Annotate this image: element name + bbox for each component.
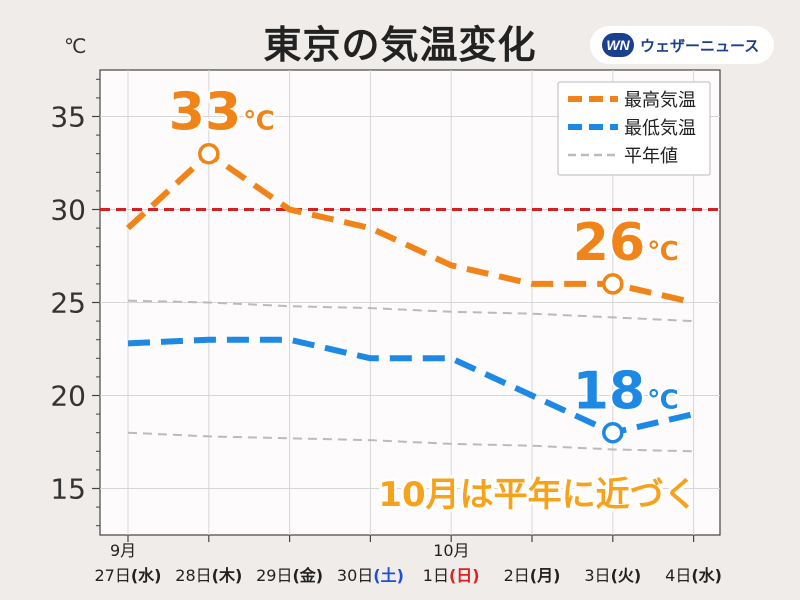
y-tick-label: 35 <box>50 101 86 134</box>
x-weekday-label: (金) <box>292 566 323 585</box>
y-tick-label: 15 <box>50 473 86 506</box>
x-day-label: 28日 <box>175 566 211 585</box>
annotation-label: 26℃ <box>573 213 679 273</box>
series-min-temp-line <box>127 336 695 436</box>
x-weekday-label: (水) <box>691 566 722 585</box>
annotation-unit: ℃ <box>647 386 678 416</box>
x-month-label: 9月 <box>110 541 136 560</box>
x-month-label: 10月 <box>433 541 469 560</box>
note-text: 10月は平年に近づく <box>378 475 697 515</box>
x-day-label: 27日 <box>94 566 130 585</box>
x-tick-label: 1日(日) <box>423 566 480 585</box>
annotation-marker <box>198 142 220 165</box>
annotation-value: 33 <box>169 83 241 143</box>
x-day-label: 1日 <box>423 566 449 585</box>
annotation-unit: ℃ <box>647 237 678 267</box>
series-normal-low-line <box>127 431 694 453</box>
x-day-label: 2日 <box>504 566 530 585</box>
x-tick-label: 30日(土) <box>337 566 404 585</box>
series-normal-high-line <box>127 299 694 323</box>
x-day-label: 30日 <box>337 566 373 585</box>
series-max-temp-line <box>125 150 695 306</box>
annotation-label: 33℃ <box>169 83 275 143</box>
annotation-label: 18℃ <box>573 362 679 422</box>
annotation-value: 26 <box>573 213 645 273</box>
unit-label: ℃ <box>64 34 87 58</box>
annotation-unit: ℃ <box>243 107 274 137</box>
x-weekday-label: (木) <box>212 566 243 585</box>
legend-label: 最低気温 <box>624 118 696 139</box>
x-day-label: 3日 <box>584 566 610 585</box>
legend-box <box>557 81 711 176</box>
x-tick-label: 29日(金) <box>256 566 323 585</box>
y-tick-label: 20 <box>50 380 86 413</box>
x-weekday-label: (月) <box>530 566 561 585</box>
x-weekday-label: (土) <box>373 566 404 585</box>
chart-title: 東京の気温変化 <box>263 23 537 67</box>
x-tick-label: 3日(火) <box>584 566 641 585</box>
annotation-marker <box>602 273 624 295</box>
x-day-label: 29日 <box>256 566 292 585</box>
y-tick-label: 25 <box>50 287 86 320</box>
x-day-label: 4日 <box>665 566 691 585</box>
x-tick-label: 2日(月) <box>504 566 561 585</box>
legend-label: 平年値 <box>624 146 678 167</box>
x-tick-label: 27日(水) <box>94 566 161 585</box>
x-weekday-label: (火) <box>611 566 642 585</box>
y-tick-label: 30 <box>50 194 86 227</box>
x-tick-label: 4日(水) <box>665 566 722 585</box>
annotation-value: 18 <box>573 362 645 422</box>
x-weekday-label: (日) <box>449 566 480 585</box>
brand-name: ウェザーニュース <box>640 36 760 55</box>
brand-badge: WN ウェザーニュース <box>590 26 774 64</box>
weathernews-logo-icon: WN <box>602 33 634 57</box>
x-weekday-label: (水) <box>131 566 162 585</box>
annotation-marker <box>602 421 624 444</box>
x-tick-label: 28日(木) <box>175 566 242 585</box>
legend-label: 最高気温 <box>624 90 696 111</box>
